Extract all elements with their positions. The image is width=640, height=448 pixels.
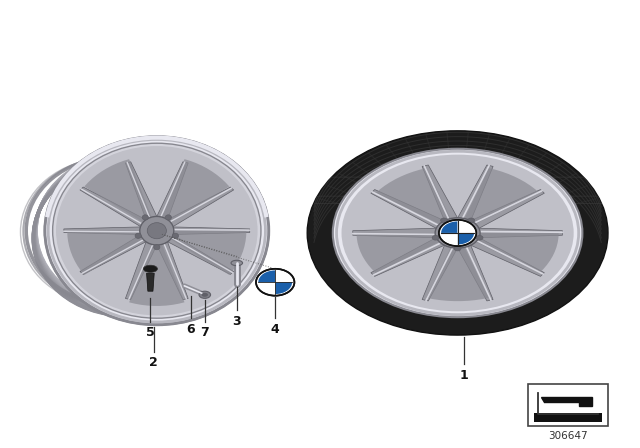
Text: 2: 2 xyxy=(149,356,158,369)
Polygon shape xyxy=(80,232,153,275)
Polygon shape xyxy=(125,162,160,225)
Ellipse shape xyxy=(342,155,573,311)
Wedge shape xyxy=(458,233,474,245)
Polygon shape xyxy=(476,233,559,273)
Text: 5: 5 xyxy=(146,326,155,339)
Polygon shape xyxy=(67,231,142,275)
Ellipse shape xyxy=(52,143,261,318)
Polygon shape xyxy=(147,273,154,291)
Text: 4: 4 xyxy=(271,323,280,336)
Polygon shape xyxy=(371,190,452,233)
Polygon shape xyxy=(172,231,246,275)
Polygon shape xyxy=(454,165,493,227)
Text: 306647: 306647 xyxy=(548,431,588,441)
Ellipse shape xyxy=(435,218,480,248)
Bar xyxy=(534,413,602,422)
Ellipse shape xyxy=(172,233,179,238)
Wedge shape xyxy=(458,221,474,233)
Wedge shape xyxy=(275,282,292,294)
Ellipse shape xyxy=(142,215,148,220)
Text: 1: 1 xyxy=(460,369,468,382)
Polygon shape xyxy=(356,233,440,273)
Ellipse shape xyxy=(231,260,243,266)
Polygon shape xyxy=(163,159,229,222)
Polygon shape xyxy=(129,245,184,306)
Bar xyxy=(528,384,608,426)
Wedge shape xyxy=(441,221,458,233)
Polygon shape xyxy=(371,233,452,276)
Text: 3: 3 xyxy=(232,315,241,328)
Polygon shape xyxy=(84,159,151,222)
Ellipse shape xyxy=(202,293,208,297)
Ellipse shape xyxy=(333,149,582,317)
Ellipse shape xyxy=(476,236,483,240)
Polygon shape xyxy=(154,236,188,300)
Text: 7: 7 xyxy=(200,326,209,339)
Circle shape xyxy=(256,269,294,296)
Ellipse shape xyxy=(45,137,269,325)
Polygon shape xyxy=(454,239,493,301)
Polygon shape xyxy=(125,236,160,300)
Ellipse shape xyxy=(135,233,141,238)
Polygon shape xyxy=(422,239,461,301)
Ellipse shape xyxy=(143,265,157,272)
Polygon shape xyxy=(64,227,148,235)
Polygon shape xyxy=(80,187,153,230)
Ellipse shape xyxy=(454,246,461,251)
Polygon shape xyxy=(426,247,489,301)
Text: 6: 6 xyxy=(186,323,195,336)
Polygon shape xyxy=(469,228,563,238)
Ellipse shape xyxy=(154,245,160,250)
Polygon shape xyxy=(465,168,540,224)
Polygon shape xyxy=(353,228,446,238)
Ellipse shape xyxy=(56,146,258,315)
Circle shape xyxy=(439,220,476,246)
Wedge shape xyxy=(259,271,275,282)
Polygon shape xyxy=(161,187,234,230)
Polygon shape xyxy=(376,168,451,224)
Wedge shape xyxy=(259,282,275,294)
Ellipse shape xyxy=(140,216,174,245)
Polygon shape xyxy=(463,190,544,233)
Polygon shape xyxy=(166,227,250,235)
Polygon shape xyxy=(422,165,461,227)
Ellipse shape xyxy=(307,131,608,335)
Polygon shape xyxy=(161,232,234,275)
Wedge shape xyxy=(275,271,292,282)
Wedge shape xyxy=(441,233,458,245)
Ellipse shape xyxy=(199,291,211,298)
Polygon shape xyxy=(541,397,592,406)
Ellipse shape xyxy=(432,236,439,240)
Polygon shape xyxy=(463,233,544,276)
Ellipse shape xyxy=(165,215,172,220)
Ellipse shape xyxy=(468,218,475,223)
Ellipse shape xyxy=(147,223,166,239)
Ellipse shape xyxy=(440,218,447,223)
Polygon shape xyxy=(154,162,188,225)
